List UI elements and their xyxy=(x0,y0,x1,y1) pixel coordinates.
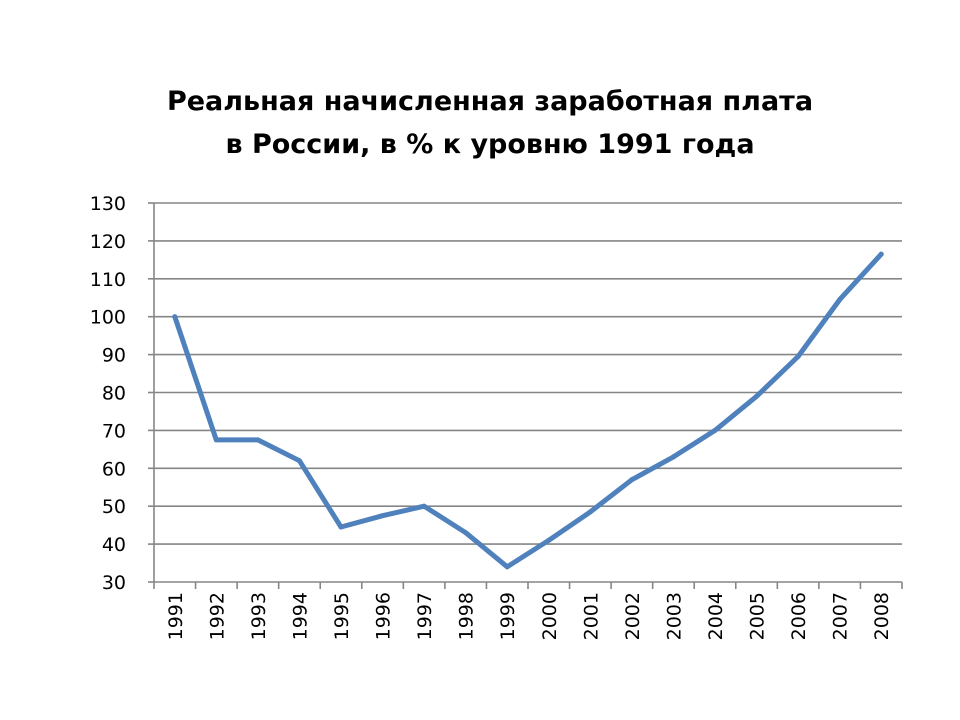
data-point-1997 xyxy=(421,503,427,509)
chart-title-line-2: в России, в % к уровню 1991 года xyxy=(225,129,755,160)
x-tick-label: 2004 xyxy=(705,592,727,640)
x-tick-label: 2008 xyxy=(871,592,893,640)
x-tick-label: 2006 xyxy=(788,592,810,640)
x-tick-label: 2001 xyxy=(580,592,602,640)
data-point-1995 xyxy=(338,524,344,530)
x-tick-label: 2002 xyxy=(622,592,644,640)
data-point-1991 xyxy=(172,314,178,320)
data-point-2008 xyxy=(878,251,884,257)
x-tick-label: 1996 xyxy=(373,592,395,640)
data-point-2007 xyxy=(837,297,843,303)
data-point-1992 xyxy=(213,437,219,443)
chart-title: Реальная начисленная заработная плата в … xyxy=(0,80,960,166)
x-tick-label: 1999 xyxy=(497,592,519,640)
y-tick-label: 130 xyxy=(90,193,126,215)
data-series xyxy=(172,251,884,570)
data-point-2006 xyxy=(795,353,801,359)
x-tick-label: 2007 xyxy=(830,592,852,640)
series-line xyxy=(172,251,884,570)
x-tick-labels: 1991 1992 1993 1994 1995 1996 1997 1998 1999 2000… xyxy=(165,592,893,640)
gridlines xyxy=(154,202,902,545)
y-tick-label: 90 xyxy=(102,345,126,367)
data-point-1999 xyxy=(504,564,510,570)
axes xyxy=(148,202,903,589)
x-tick-label: 1992 xyxy=(206,592,228,640)
data-point-1994 xyxy=(296,458,302,464)
data-point-2002 xyxy=(629,477,635,483)
y-tick-labels: 30 40 50 60 70 80 90 100 110 120 130 xyxy=(90,193,126,594)
x-tick-label: 1998 xyxy=(456,592,478,640)
data-point-2004 xyxy=(712,427,718,433)
y-tick-label: 30 xyxy=(102,572,126,594)
data-point-1998 xyxy=(463,530,469,536)
chart-title-line-1: Реальная начисленная заработная плата xyxy=(166,86,814,117)
x-tick-label: 2000 xyxy=(539,592,561,640)
y-tick-label: 120 xyxy=(90,231,126,253)
data-point-2001 xyxy=(587,509,593,515)
data-point-2005 xyxy=(754,393,760,399)
data-point-2003 xyxy=(670,454,676,460)
x-tick-label: 1991 xyxy=(165,592,187,640)
y-tick-label: 100 xyxy=(90,307,126,329)
x-tick-label: 1997 xyxy=(414,592,436,640)
y-tick-label: 80 xyxy=(102,383,126,405)
x-tick-label: 1995 xyxy=(331,592,353,640)
y-tick-label: 60 xyxy=(102,458,126,480)
data-point-2000 xyxy=(546,537,552,543)
data-point-1996 xyxy=(380,513,386,519)
x-tick-label: 2005 xyxy=(747,592,769,640)
x-tick-label: 1993 xyxy=(248,592,270,640)
y-tick-label: 40 xyxy=(102,534,126,556)
x-tick-label: 2003 xyxy=(663,592,685,640)
x-tick-label: 1994 xyxy=(289,592,311,640)
data-point-1993 xyxy=(255,437,261,443)
y-tick-label: 50 xyxy=(102,496,126,518)
y-tick-label: 70 xyxy=(102,420,126,442)
y-tick-label: 110 xyxy=(90,269,126,291)
